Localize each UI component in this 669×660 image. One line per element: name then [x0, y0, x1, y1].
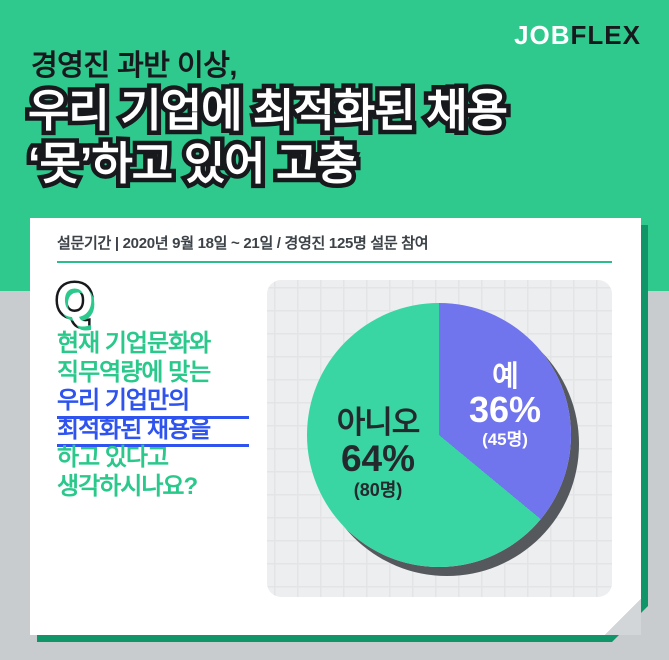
headline: 우리 기업에 최적화된 채용 ‘못’하고 있어 고충	[24, 81, 513, 194]
question-text: 현재 기업문화와 직무역량에 맞는 우리 기업만의 최적화된 채용을 하고 있다…	[57, 330, 267, 501]
slice-no-percent: 64%	[340, 438, 416, 479]
pie-slice-label-yes: 예 36% (45명)	[435, 363, 575, 451]
headline-line-1: 우리 기업에 최적화된 채용	[24, 81, 513, 141]
jobflex-logo: JOBFLEX	[514, 20, 641, 51]
pie-chart	[307, 303, 571, 567]
slice-yes-count: (45명)	[482, 430, 528, 449]
headline-kicker: 경영진 과반 이상,	[31, 50, 237, 82]
logo-flex-text: FLEX	[570, 20, 641, 50]
question-line: 하고 있다고	[57, 444, 169, 471]
question-mark-icon: Q	[56, 275, 94, 328]
slice-no-count: (80명)	[353, 480, 403, 500]
question-line-highlight: 최적화된 채용을	[57, 416, 249, 448]
slice-no-name: 아니오	[336, 405, 420, 440]
survey-period-bar: 설문기간 | 2020년 9월 18일 ~ 21일 / 경영진 125명 설문 …	[57, 232, 612, 263]
question-line: 현재 기업문화와	[57, 330, 211, 357]
headline-line-2: ‘못’하고 있어 고충	[24, 134, 363, 194]
pie-slice-label-no: 아니오 64% (80명)	[298, 407, 458, 501]
logo-job-text: JOB	[514, 20, 571, 50]
question-line-highlight: 우리 기업만의	[57, 387, 249, 419]
question-line: 직무역량에 맞는	[57, 358, 211, 386]
report-card: 설문기간 | 2020년 9월 18일 ~ 21일 / 경영진 125명 설문 …	[30, 218, 641, 635]
slice-yes-percent: 36%	[468, 389, 542, 430]
question-line: 생각하시나요?	[57, 472, 198, 500]
slice-yes-name: 예	[492, 361, 518, 393]
